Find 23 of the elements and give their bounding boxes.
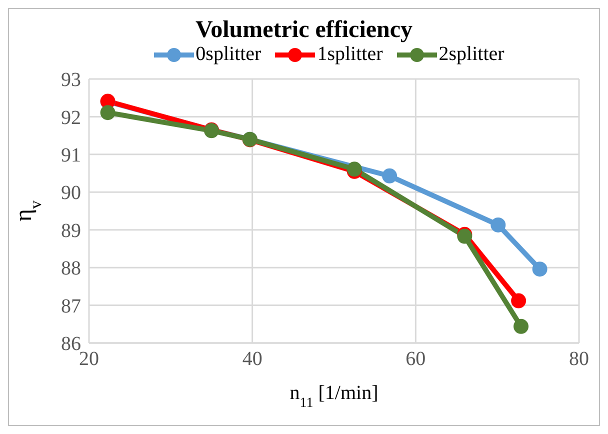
y-tick-label: 91	[61, 144, 81, 167]
y-tick-label: 93	[61, 69, 81, 92]
point	[382, 168, 398, 184]
y-tick-label: 90	[61, 182, 81, 204]
y-tick-label: 87	[61, 295, 81, 318]
y-tick-label: 89	[61, 220, 81, 242]
x-tick-label: 40	[242, 348, 262, 370]
legend-label: 0splitter	[196, 43, 262, 66]
point	[511, 293, 526, 308]
x-tick-label: 80	[569, 348, 589, 370]
x-tick-label: 60	[406, 348, 426, 370]
x-tick-label: 20	[79, 348, 99, 370]
chart-title: Volumetric efficiency	[194, 16, 414, 43]
x-axis-title: n$_{11}$ [1/min]	[290, 382, 378, 410]
y-tick-label: 86	[61, 333, 81, 356]
point	[490, 217, 506, 232]
legend-label: 2splitter	[438, 43, 504, 66]
y-tick-label: 92	[61, 106, 81, 129]
point	[532, 262, 548, 277]
legend-label: 1splitter	[317, 43, 383, 66]
point	[100, 105, 116, 120]
y-tick-label: 88	[61, 258, 81, 280]
point	[514, 318, 529, 334]
